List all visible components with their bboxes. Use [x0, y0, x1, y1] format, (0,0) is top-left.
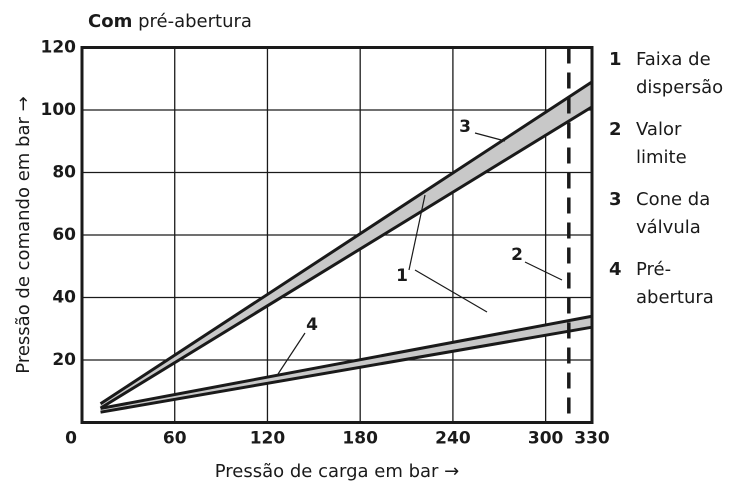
x-axis-label: Pressão de carga em bar → — [215, 461, 460, 482]
y-axis-label: Pressão de comando em bar → — [13, 96, 34, 373]
legend-number: 1 — [609, 49, 622, 70]
legend-text: Cone da — [636, 189, 710, 210]
annotation: 1 — [396, 266, 408, 286]
legend-text: Faixa de — [636, 49, 711, 70]
y-tick-label: 20 — [52, 350, 76, 370]
legend-text: limite — [636, 147, 687, 168]
legend-text: válvula — [636, 217, 701, 238]
y-tick-label: 60 — [52, 225, 76, 245]
band-edge — [100, 314, 593, 410]
legend-number: 2 — [609, 119, 622, 140]
leader-line — [408, 194, 426, 271]
leader-line — [414, 269, 488, 313]
plot-frame — [80, 46, 594, 424]
chart-title: Com pré-abertura — [88, 11, 252, 32]
y-tick-label: 120 — [41, 38, 77, 58]
leader-line — [277, 332, 306, 375]
x-tick-label: 60 — [163, 429, 187, 449]
annotation: 4 — [306, 315, 318, 335]
x-tick-label: 300 — [528, 429, 564, 449]
legend-text: abertura — [636, 287, 714, 308]
y-tick-label: 40 — [52, 288, 76, 308]
x-tick-label: 240 — [435, 429, 471, 449]
annotation: 3 — [459, 117, 471, 137]
band-edge — [99, 80, 593, 406]
legend-number: 3 — [609, 189, 622, 210]
leader-line — [524, 261, 563, 281]
y-tick-label: 100 — [41, 100, 77, 120]
legend-text: Pré- — [636, 259, 671, 280]
band-edge — [99, 105, 593, 410]
legend-text: Valor — [636, 119, 682, 140]
title-rest: pré-abertura — [138, 11, 252, 32]
y-tick-label: 80 — [52, 163, 76, 183]
x-tick-label: 330 — [574, 429, 610, 449]
legend-number: 4 — [609, 259, 622, 280]
band-edge — [100, 325, 593, 414]
legend-text: dispersão — [636, 77, 723, 98]
x-tick-label: 120 — [250, 429, 286, 449]
x-tick-label: 180 — [342, 429, 378, 449]
x-tick-label: 0 — [65, 429, 77, 449]
title-bold: Com — [88, 11, 132, 32]
annotation: 2 — [511, 245, 523, 265]
leader-line — [474, 132, 506, 142]
